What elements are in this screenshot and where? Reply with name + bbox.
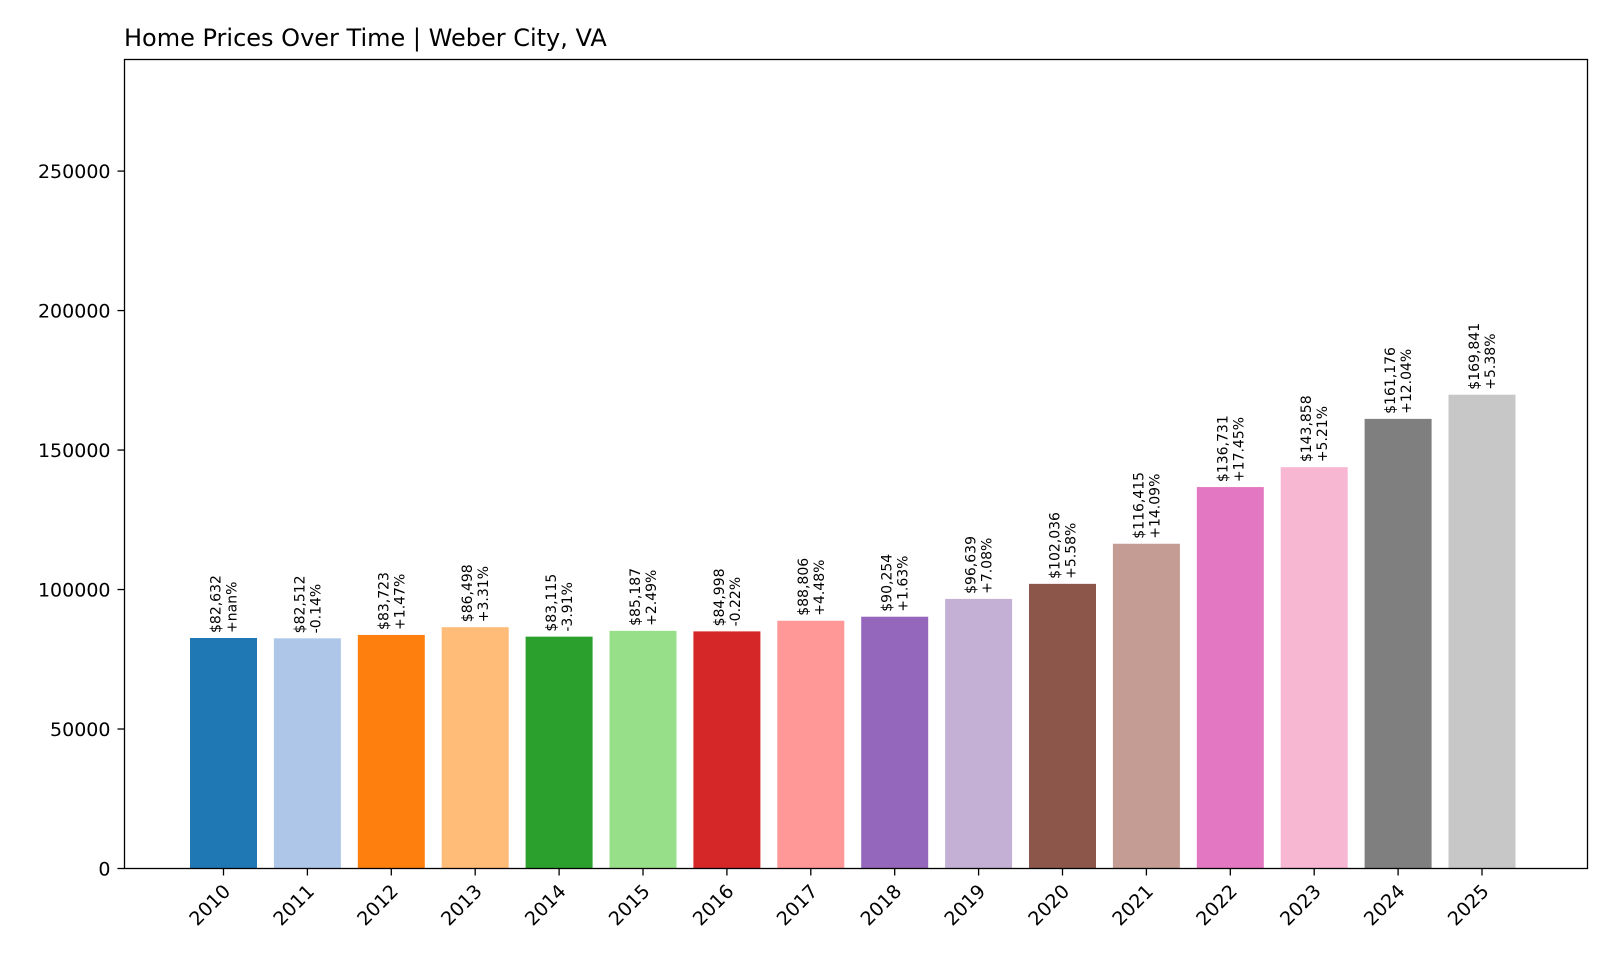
bar-2022 xyxy=(1196,487,1264,869)
change-label-2014: -3.91% xyxy=(560,582,576,632)
change-label-2016: -0.22% xyxy=(728,577,744,627)
y-tick-label-150000: 150000 xyxy=(38,440,111,462)
y-tick-label-100000: 100000 xyxy=(38,580,111,602)
x-tick-label-2014: 2014 xyxy=(521,880,571,930)
chart-title: Home Prices Over Time | Weber City, VA xyxy=(124,24,607,52)
value-label-2024: $161,176 xyxy=(1383,347,1399,414)
value-label-2018: $90,254 xyxy=(880,554,896,612)
y-tick-label-50000: 50000 xyxy=(50,719,110,741)
value-label-2019: $96,639 xyxy=(964,536,980,594)
change-label-2023: +5.21% xyxy=(1315,406,1331,462)
change-label-2021: +14.09% xyxy=(1147,474,1163,539)
x-tick-label-2015: 2015 xyxy=(605,880,655,930)
value-label-2010: $82,632 xyxy=(209,575,225,633)
bar-2019 xyxy=(945,598,1013,869)
bar-2013 xyxy=(441,627,509,869)
bars-group xyxy=(190,394,1516,869)
change-label-2018: +1.63% xyxy=(896,556,912,612)
bar-2010 xyxy=(190,637,257,869)
x-tick-label-2023: 2023 xyxy=(1276,880,1326,930)
value-label-2014: $83,115 xyxy=(544,574,560,632)
y-tick-label-200000: 200000 xyxy=(38,301,111,323)
change-label-2017: +4.48% xyxy=(812,560,828,616)
bar-labels-group: $82,632 +nan% $82,512 -0.14% $83,723 +1.47% $8… xyxy=(209,323,1500,633)
change-label-2020: +5.58% xyxy=(1064,523,1080,579)
change-label-2025: +5.38% xyxy=(1483,333,1499,389)
value-label-2012: $83,723 xyxy=(376,572,392,630)
bar-2016 xyxy=(693,631,761,869)
bar-2015 xyxy=(609,630,677,869)
bar-2020 xyxy=(1029,583,1096,869)
bar-2011 xyxy=(273,638,341,869)
x-tick-label-2016: 2016 xyxy=(689,880,739,930)
x-tick-label-2013: 2013 xyxy=(437,880,487,930)
bar-2018 xyxy=(861,616,929,869)
x-tick-label-2020: 2020 xyxy=(1024,880,1074,930)
x-axis: 2010 2011 2012 2013 2014 2015 2016 2017 2018 2019… xyxy=(185,868,1494,930)
y-axis: 0 50000 100000 150000 200000 250000 xyxy=(38,161,125,881)
value-label-2021: $116,415 xyxy=(1131,472,1147,539)
x-tick-label-2011: 2011 xyxy=(269,880,319,930)
change-label-2013: +3.31% xyxy=(476,566,492,622)
change-label-2011: -0.14% xyxy=(308,584,324,634)
bar-2014 xyxy=(525,636,593,869)
value-label-2011: $82,512 xyxy=(292,575,308,633)
x-tick-label-2022: 2022 xyxy=(1192,880,1242,930)
value-label-2023: $143,858 xyxy=(1299,395,1315,462)
x-tick-label-2010: 2010 xyxy=(185,880,235,930)
change-label-2019: +7.08% xyxy=(980,538,996,594)
change-label-2024: +12.04% xyxy=(1399,349,1415,414)
value-label-2017: $88,806 xyxy=(796,558,812,616)
change-label-2015: +2.49% xyxy=(644,570,660,626)
x-tick-label-2018: 2018 xyxy=(856,880,906,930)
value-label-2022: $136,731 xyxy=(1215,415,1231,482)
x-tick-label-2019: 2019 xyxy=(940,880,990,930)
plot-frame xyxy=(123,58,1589,870)
value-label-2025: $169,841 xyxy=(1467,323,1483,390)
change-label-2022: +17.45% xyxy=(1231,417,1247,482)
value-label-2013: $86,498 xyxy=(460,564,476,622)
value-label-2020: $102,036 xyxy=(1048,512,1064,579)
x-tick-label-2024: 2024 xyxy=(1360,880,1410,930)
bar-2017 xyxy=(777,620,845,869)
value-label-2016: $84,998 xyxy=(712,568,728,626)
x-tick-label-2025: 2025 xyxy=(1444,880,1494,930)
bar-2025 xyxy=(1448,394,1516,869)
bar-2021 xyxy=(1112,543,1180,869)
y-tick-label-250000: 250000 xyxy=(38,161,111,183)
y-tick-label-0: 0 xyxy=(98,859,110,881)
x-tick-label-2017: 2017 xyxy=(773,880,823,930)
bar-2024 xyxy=(1364,418,1432,869)
bar-2012 xyxy=(357,634,425,869)
change-label-2010: +nan% xyxy=(225,582,241,633)
change-label-2012: +1.47% xyxy=(392,574,408,630)
x-tick-label-2012: 2012 xyxy=(353,880,403,930)
value-label-2015: $85,187 xyxy=(628,568,644,626)
bar-2023 xyxy=(1280,467,1348,869)
x-tick-label-2021: 2021 xyxy=(1108,880,1158,930)
